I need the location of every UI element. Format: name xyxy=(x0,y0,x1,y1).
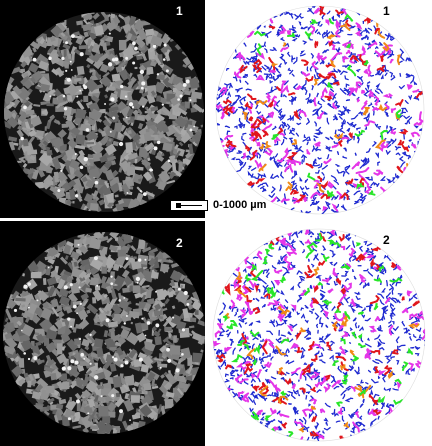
ct-slice-1: 1 xyxy=(0,0,205,218)
scale-bar-label: 0-1000 µm xyxy=(213,199,267,211)
segmented-slice-2-label: 2 xyxy=(383,233,390,247)
segmentation-image-2 xyxy=(212,228,426,442)
scale-bar: 0-1000 µm xyxy=(170,199,266,211)
segmentation-image-1 xyxy=(215,5,425,215)
segmented-slice-2: 2 xyxy=(207,221,432,446)
ct-image-2 xyxy=(3,232,205,434)
ct-slice-2: 2 xyxy=(0,221,205,446)
ct-slice-1-label: 1 xyxy=(176,4,183,18)
ct-image-1 xyxy=(4,12,204,212)
scale-bar-graphic xyxy=(170,199,208,211)
segmented-slice-1: 1 xyxy=(207,0,432,218)
ct-slice-2-label: 2 xyxy=(176,236,183,250)
segmented-slice-1-label: 1 xyxy=(383,4,390,18)
